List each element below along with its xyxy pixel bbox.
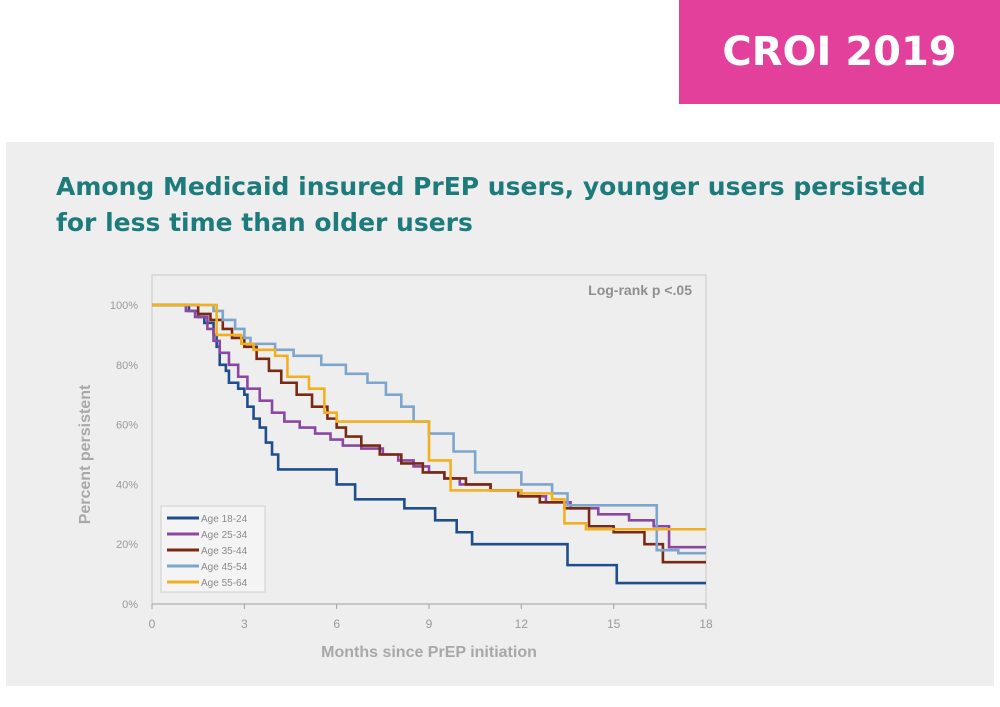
persistence-chart: 0% 20% 40% 60% 80% 100% 0 3 6 9 12 15 18 Months since… xyxy=(77,274,713,661)
slide-panel: Among Medicaid insured PrEP users, young… xyxy=(6,142,994,686)
x-tick-label: 15 xyxy=(607,617,621,631)
log-rank-annotation: Log-rank p <.05 xyxy=(588,282,692,298)
y-tick-label: 40% xyxy=(116,479,138,491)
series-line-5 xyxy=(152,303,706,531)
legend-label: Age 25-34 xyxy=(201,530,248,541)
y-tick-label: 100% xyxy=(110,300,138,312)
legend-label: Age 18-24 xyxy=(201,514,248,525)
y-axis-label: Percent persistent xyxy=(77,384,94,524)
x-tick-label: 9 xyxy=(426,617,433,631)
x-tick-label: 0 xyxy=(149,617,156,631)
slide-title: Among Medicaid insured PrEP users, young… xyxy=(56,172,926,237)
y-tick-label: 60% xyxy=(116,420,138,432)
series-line-1 xyxy=(152,303,706,585)
y-tick-label: 80% xyxy=(116,360,138,372)
legend-label: Age 35-44 xyxy=(201,546,248,557)
x-tick-label: 3 xyxy=(241,617,248,631)
legend-label: Age 45-54 xyxy=(201,562,248,573)
y-tick-label: 0% xyxy=(122,599,138,611)
x-axis-label: Months since PrEP initiation xyxy=(321,644,537,661)
x-tick-label: 6 xyxy=(333,617,340,631)
series-line-4 xyxy=(152,303,706,555)
badge-label: CROI 2019 xyxy=(722,29,957,75)
x-tick-label: 12 xyxy=(515,617,529,631)
legend-label: Age 55-64 xyxy=(201,578,248,589)
y-tick-label: 20% xyxy=(116,539,138,551)
croi-2019-badge: CROI 2019 xyxy=(679,0,1000,104)
x-tick-label: 18 xyxy=(699,617,713,631)
